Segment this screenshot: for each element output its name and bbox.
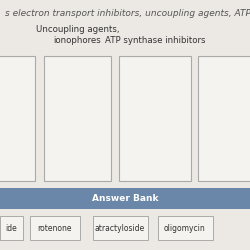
Text: rotenone: rotenone (38, 224, 72, 232)
Text: ATP synthase inhibitors: ATP synthase inhibitors (105, 36, 205, 45)
Text: atractyloside: atractyloside (95, 224, 145, 232)
FancyBboxPatch shape (119, 56, 191, 181)
FancyBboxPatch shape (0, 188, 250, 209)
Text: Uncoupling agents,
ionophores: Uncoupling agents, ionophores (36, 25, 119, 45)
FancyBboxPatch shape (158, 216, 212, 240)
FancyBboxPatch shape (0, 56, 35, 181)
FancyBboxPatch shape (92, 216, 148, 240)
Text: oligomycin: oligomycin (164, 224, 206, 232)
FancyBboxPatch shape (0, 216, 22, 240)
FancyBboxPatch shape (44, 56, 111, 181)
Text: s electron transport inhibitors, uncoupling agents, ATP synthase inh: s electron transport inhibitors, uncoupl… (5, 9, 250, 18)
Text: ide: ide (6, 224, 17, 232)
FancyBboxPatch shape (30, 216, 80, 240)
Text: Answer Bank: Answer Bank (92, 194, 158, 203)
FancyBboxPatch shape (198, 56, 250, 181)
